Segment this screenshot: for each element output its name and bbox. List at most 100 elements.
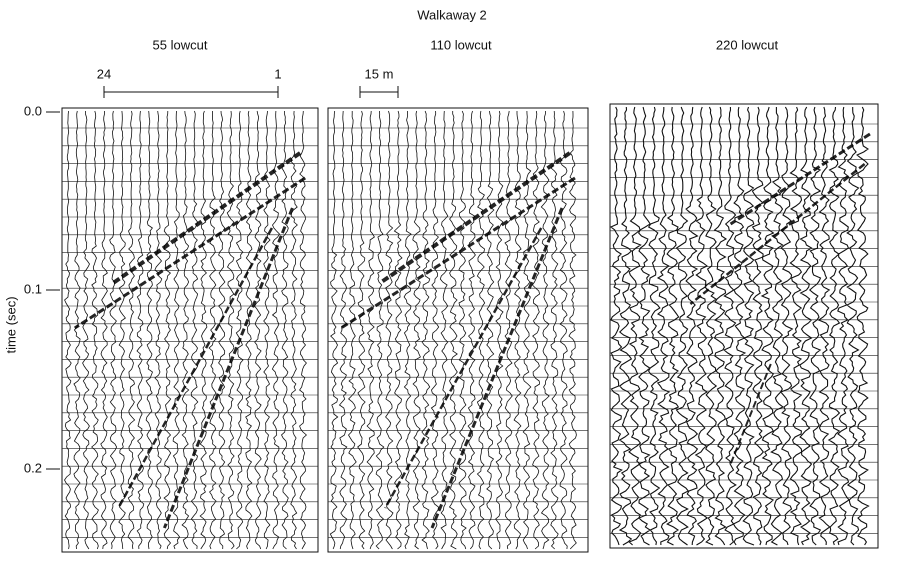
trace <box>656 107 671 546</box>
trace <box>82 110 90 550</box>
seismic-panel <box>61 107 319 553</box>
trace <box>181 110 190 550</box>
trace <box>412 110 421 550</box>
trace <box>245 110 253 550</box>
trace <box>118 110 126 550</box>
reflection-event <box>378 151 571 285</box>
trace <box>770 107 785 546</box>
trace <box>430 110 440 550</box>
reflection-event <box>117 227 274 509</box>
reflection-event <box>163 207 294 529</box>
trace <box>154 110 163 550</box>
trace <box>609 106 623 546</box>
trace <box>827 106 841 546</box>
trace <box>540 111 550 550</box>
reflection-event <box>729 363 772 465</box>
trace <box>375 110 385 550</box>
scale-bars <box>103 86 399 98</box>
trace <box>448 111 458 550</box>
trace <box>675 106 690 546</box>
trace <box>723 106 737 546</box>
trace <box>385 110 394 550</box>
trace <box>704 106 718 546</box>
trace <box>550 110 559 550</box>
trace <box>476 110 486 550</box>
trace <box>393 110 403 550</box>
trace <box>837 106 850 546</box>
trace <box>136 110 145 550</box>
trace <box>504 110 513 550</box>
trace <box>856 106 870 546</box>
scale-label: 24 <box>97 66 111 81</box>
trace <box>751 106 765 546</box>
trace <box>666 106 680 546</box>
trace <box>638 106 651 546</box>
figure-title: Walkaway 2 <box>417 7 487 22</box>
trace <box>486 110 495 550</box>
panel-title: 55 lowcut <box>153 37 208 52</box>
trace <box>685 106 699 546</box>
trace <box>218 110 226 550</box>
seismic-panel <box>609 103 879 549</box>
trace <box>799 106 813 546</box>
trace <box>779 106 794 546</box>
y-tick-label: 0.1 <box>24 281 42 296</box>
trace <box>458 110 467 550</box>
trace <box>618 106 633 546</box>
panel-frame <box>327 107 589 553</box>
trace <box>271 110 280 550</box>
trace <box>338 110 348 550</box>
trace <box>439 110 449 550</box>
trace <box>421 110 431 550</box>
trace <box>357 110 366 550</box>
reflection-event <box>689 163 866 305</box>
trace <box>127 110 136 550</box>
y-tick-label: 0.0 <box>24 103 42 118</box>
trace <box>163 110 172 550</box>
trace <box>226 110 235 550</box>
trace <box>817 106 831 546</box>
trace <box>145 110 153 550</box>
reflection-event <box>340 176 576 330</box>
trace <box>366 110 375 550</box>
trace <box>403 110 412 550</box>
panels <box>61 103 879 553</box>
reflection-event <box>430 207 564 529</box>
scale-label: 1 <box>274 66 281 81</box>
trace <box>760 106 775 546</box>
trace <box>208 111 217 550</box>
trace <box>808 106 822 546</box>
trace <box>281 110 289 550</box>
trace <box>347 111 357 550</box>
trace <box>647 106 661 546</box>
reflection-event <box>384 227 543 509</box>
trace <box>172 110 181 550</box>
trace <box>628 106 642 546</box>
trace <box>742 106 755 546</box>
reflection-event <box>112 151 302 285</box>
trace <box>100 110 108 550</box>
trace <box>109 110 118 550</box>
trace <box>694 106 709 546</box>
y-ticks <box>46 111 60 470</box>
reflection-event <box>73 176 307 330</box>
trace <box>73 110 81 550</box>
panel-frame <box>61 107 319 553</box>
reflection-event <box>729 132 871 226</box>
trace <box>235 110 244 550</box>
panel-title: 220 lowcut <box>716 37 779 52</box>
seismic-panel <box>327 107 589 553</box>
trace <box>91 110 99 550</box>
trace <box>329 110 339 550</box>
trace <box>713 106 728 546</box>
trace <box>299 110 307 550</box>
scale-label: 15 m <box>365 66 394 81</box>
trace <box>64 110 72 550</box>
trace <box>199 110 208 550</box>
panel-title: 110 lowcut <box>430 37 492 52</box>
trace <box>846 107 860 546</box>
y-tick-label: 0.2 <box>24 460 42 475</box>
trace <box>190 110 199 550</box>
